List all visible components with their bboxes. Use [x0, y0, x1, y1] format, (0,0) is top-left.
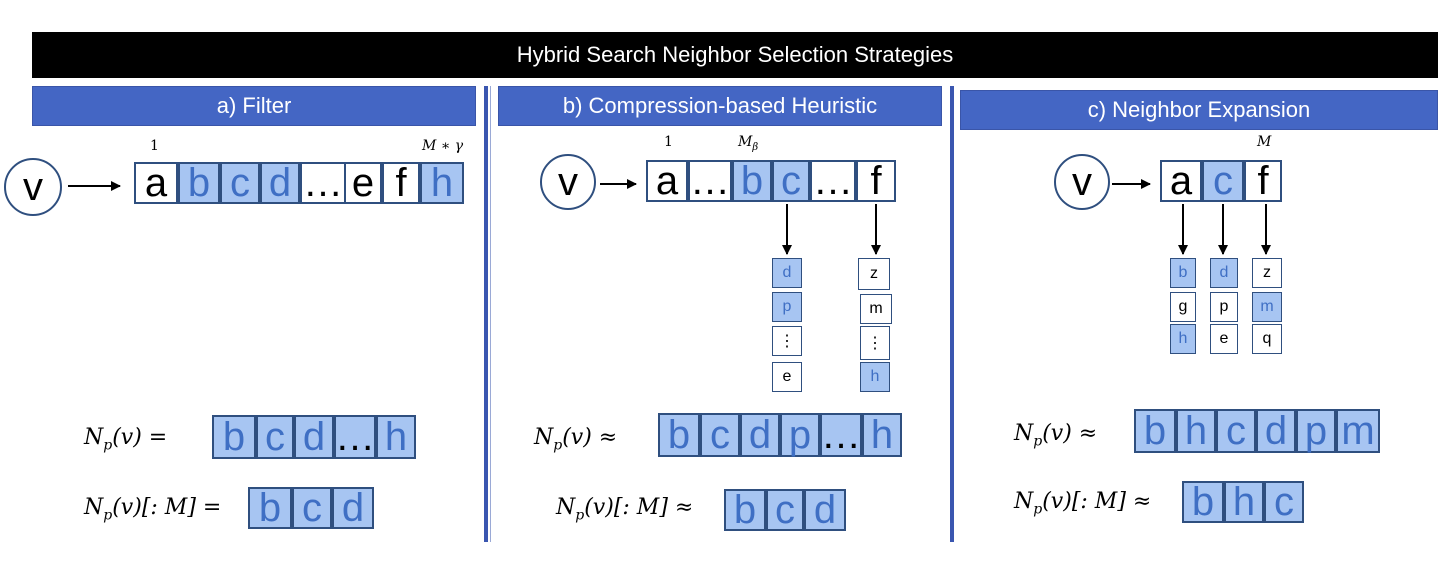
list-item: m: [1252, 292, 1282, 322]
panel-b-source-node: v: [540, 154, 596, 210]
panel-a-source-node: v: [4, 158, 62, 216]
panel-divider-ab: [484, 86, 488, 542]
list-item: c: [1202, 159, 1244, 203]
list-item: p: [1296, 409, 1336, 453]
panel-divider-bc: [950, 86, 954, 542]
list-item: ⋮: [860, 326, 890, 360]
list-item: d: [772, 258, 802, 288]
list-item: d: [260, 161, 300, 205]
list-item: f: [382, 161, 420, 205]
list-item: h: [420, 161, 464, 205]
list-item: d: [294, 415, 334, 459]
list-item: p: [780, 413, 820, 457]
list-item: e: [344, 161, 382, 205]
list-item: …: [810, 159, 856, 203]
list-item: c: [700, 413, 740, 457]
list-item: ⋮: [772, 326, 802, 356]
list-item: h: [862, 413, 902, 457]
list-item: h: [1170, 324, 1196, 354]
list-item: q: [1252, 324, 1282, 354]
panel-b-index-mb: Mβ: [738, 134, 759, 153]
panel-c-formula-2: Np(v)[: M] ≈: [1014, 489, 1152, 518]
list-item: p: [772, 292, 802, 322]
list-item: m: [1336, 409, 1380, 453]
list-item: c: [1216, 409, 1256, 453]
list-item: b: [732, 159, 772, 203]
list-item: h: [376, 415, 416, 459]
panel-a-formula-2: Np(v)[: M] =: [84, 495, 222, 524]
list-item: p: [1210, 292, 1238, 322]
list-item: m: [860, 294, 892, 324]
list-item: …: [300, 161, 344, 205]
list-item: …: [820, 412, 862, 457]
panel-c-source-node: v: [1054, 154, 1110, 210]
list-item: b: [212, 415, 256, 459]
panel-b-formula-2: Np(v)[: M] ≈: [556, 495, 694, 524]
list-item: a: [134, 161, 178, 205]
list-item: c: [292, 486, 332, 530]
list-item: h: [1224, 480, 1264, 524]
list-item: b: [248, 486, 292, 530]
panel-a-formula-1: Np(v) =: [84, 425, 168, 454]
panel-c-formula-1: Np(v) ≈: [1014, 421, 1098, 450]
list-item: z: [858, 258, 890, 290]
panel-divider-ab-thin: [490, 86, 491, 542]
list-item: b: [1170, 258, 1196, 288]
list-item: c: [220, 161, 260, 205]
panel-c-header: c) Neighbor Expansion: [960, 90, 1438, 130]
diagram-title: Hybrid Search Neighbor Selection Strateg…: [32, 32, 1438, 78]
list-item: d: [1256, 409, 1296, 453]
panel-a-header: a) Filter: [32, 86, 476, 126]
list-item: d: [1210, 258, 1238, 288]
list-item: b: [724, 488, 766, 532]
list-item: b: [1182, 480, 1224, 524]
list-item: f: [1244, 159, 1282, 203]
panel-a-index-left: 1: [150, 138, 159, 154]
panel-c-index-m: M: [1257, 134, 1272, 150]
list-item: z: [1252, 258, 1282, 288]
list-item: c: [256, 415, 294, 459]
list-item: h: [1176, 409, 1216, 453]
list-item: b: [658, 413, 700, 457]
panel-b-index-left: 1: [664, 134, 673, 150]
list-item: a: [646, 159, 688, 203]
list-item: b: [178, 161, 220, 205]
list-item: c: [1264, 480, 1304, 524]
list-item: h: [860, 362, 890, 392]
list-item: a: [1160, 159, 1202, 203]
list-item: …: [334, 414, 376, 459]
list-item: c: [772, 159, 810, 203]
panel-a-index-right: M ∗ γ: [422, 138, 464, 154]
list-item: f: [856, 159, 896, 203]
list-item: g: [1170, 292, 1196, 322]
list-item: d: [332, 486, 374, 530]
list-item: b: [1134, 409, 1176, 453]
list-item: d: [804, 488, 846, 532]
list-item: c: [766, 488, 804, 532]
panel-b-formula-1: Np(v) ≈: [534, 425, 618, 454]
list-item: d: [740, 413, 780, 457]
list-item: e: [1210, 324, 1238, 354]
panel-b-header: b) Compression-based Heuristic: [498, 86, 942, 126]
list-item: e: [772, 362, 802, 392]
list-item: …: [688, 158, 732, 203]
